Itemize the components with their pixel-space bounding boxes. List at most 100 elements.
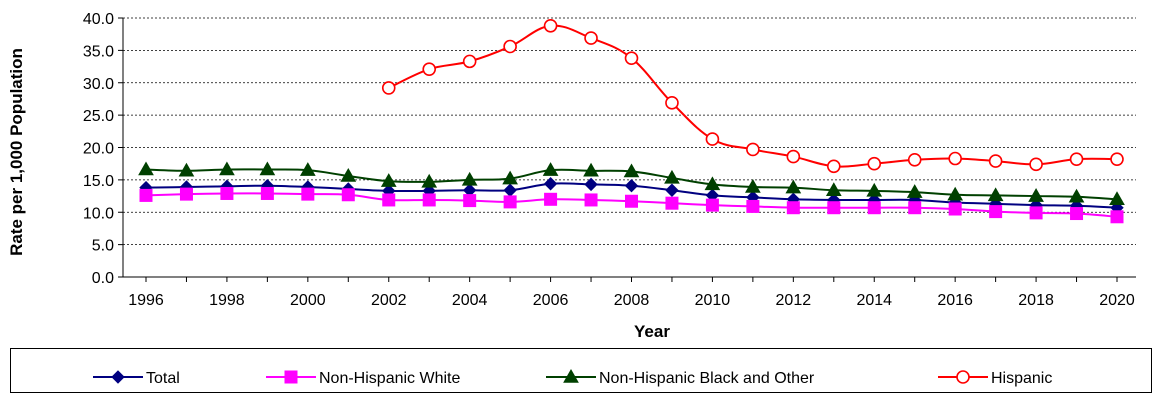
data-point — [139, 188, 153, 202]
data-point — [503, 195, 517, 209]
legend-item: Non-Hispanic Black and Other — [546, 368, 815, 387]
data-point — [461, 171, 478, 186]
data-point — [179, 187, 193, 201]
data-point — [665, 196, 679, 210]
data-point — [503, 183, 517, 197]
x-tick-label: 2020 — [1099, 292, 1135, 309]
y-tick-label: 30.0 — [83, 76, 114, 93]
x-tick-label: 1996 — [128, 292, 164, 309]
data-point — [827, 201, 841, 215]
data-point — [463, 194, 477, 208]
data-point — [947, 186, 964, 201]
x-tick-label: 2010 — [695, 292, 731, 309]
data-point — [948, 202, 962, 216]
y-tick-label: 15.0 — [83, 173, 114, 190]
x-tick-label: 2014 — [856, 292, 892, 309]
series-non-hispanic-white — [139, 186, 1124, 224]
data-point — [786, 149, 801, 164]
series-non-hispanic-black-and-other — [138, 161, 1125, 206]
data-point — [1028, 188, 1044, 202]
data-point — [220, 186, 234, 200]
legend-box — [10, 348, 1152, 393]
data-point — [219, 161, 235, 176]
y-tick-label: 5.0 — [92, 238, 114, 255]
data-point — [704, 176, 721, 191]
legend-marker — [956, 370, 970, 384]
data-point — [1070, 207, 1084, 221]
data-point — [340, 167, 357, 182]
data-point — [825, 182, 842, 196]
data-point — [665, 96, 679, 110]
data-point — [826, 159, 841, 174]
tick-labels: 0.0 5.0 10.0 15.0 20.0 25.0 30.0 35.0 40.0 1996 19… — [83, 11, 1135, 309]
data-point — [584, 193, 598, 207]
y-tick-label: 10.0 — [83, 205, 114, 222]
series-hispanic — [381, 18, 1124, 174]
legend-label: Non-Hispanic White — [319, 370, 460, 387]
legend-marker — [563, 368, 579, 383]
legend-marker — [284, 370, 298, 384]
data-point — [866, 182, 883, 197]
data-point — [422, 62, 437, 76]
data-point — [584, 177, 598, 192]
data-point — [260, 186, 274, 200]
data-point — [583, 162, 599, 177]
legend-item: Hispanic — [938, 370, 1052, 387]
data-point — [380, 173, 397, 187]
data-point — [623, 163, 640, 178]
y-tick-label: 35.0 — [83, 43, 114, 60]
y-axis-title: Rate per 1,000 Population — [7, 48, 26, 256]
data-point — [745, 178, 761, 193]
legend-item: Total — [93, 370, 180, 387]
data-point — [138, 161, 154, 176]
x-tick-label: 2016 — [937, 292, 973, 309]
data-point — [178, 162, 195, 177]
data-point — [381, 81, 396, 95]
x-tick-label: 2000 — [290, 292, 326, 309]
legend-item: Non-Hispanic White — [266, 370, 460, 387]
x-tick-label: 2006 — [533, 292, 569, 309]
series-lines — [138, 18, 1125, 224]
x-tick-label: 2002 — [371, 292, 407, 309]
axes — [118, 17, 1136, 282]
data-point — [705, 132, 720, 146]
data-point — [422, 193, 436, 207]
data-point — [624, 51, 639, 65]
data-point — [462, 54, 477, 69]
data-point — [421, 173, 438, 188]
legend-marker — [111, 370, 125, 384]
data-point — [948, 151, 962, 166]
data-point — [867, 201, 881, 215]
data-point — [584, 31, 598, 45]
data-point — [502, 170, 518, 185]
data-point — [542, 162, 559, 176]
x-tick-label: 2012 — [776, 292, 812, 309]
data-point — [988, 154, 1003, 168]
data-point — [1110, 210, 1124, 224]
data-point — [908, 201, 922, 215]
legend-label: Hispanic — [991, 370, 1052, 387]
legend: Total Non-Hispanic White Non-Hispanic Blac… — [10, 348, 1152, 393]
data-point — [624, 178, 639, 193]
data-point — [1029, 157, 1043, 172]
data-point — [1110, 152, 1124, 166]
legend-label: Non-Hispanic Black and Other — [599, 370, 815, 387]
data-point — [544, 192, 558, 206]
data-point — [664, 169, 680, 184]
data-point — [625, 194, 638, 208]
x-tick-label: 2004 — [452, 292, 488, 309]
y-tick-label: 20.0 — [83, 141, 114, 158]
data-point — [786, 201, 800, 215]
data-point — [543, 18, 558, 33]
y-tick-label: 40.0 — [83, 11, 114, 28]
data-point — [705, 198, 719, 212]
data-point — [906, 184, 923, 198]
data-point — [543, 177, 558, 191]
data-point — [989, 205, 1003, 219]
data-point — [746, 199, 760, 213]
x-tick-label: 2018 — [1018, 292, 1054, 309]
x-tick-label: 2008 — [614, 292, 650, 309]
data-point — [665, 183, 679, 197]
data-point — [867, 156, 882, 171]
